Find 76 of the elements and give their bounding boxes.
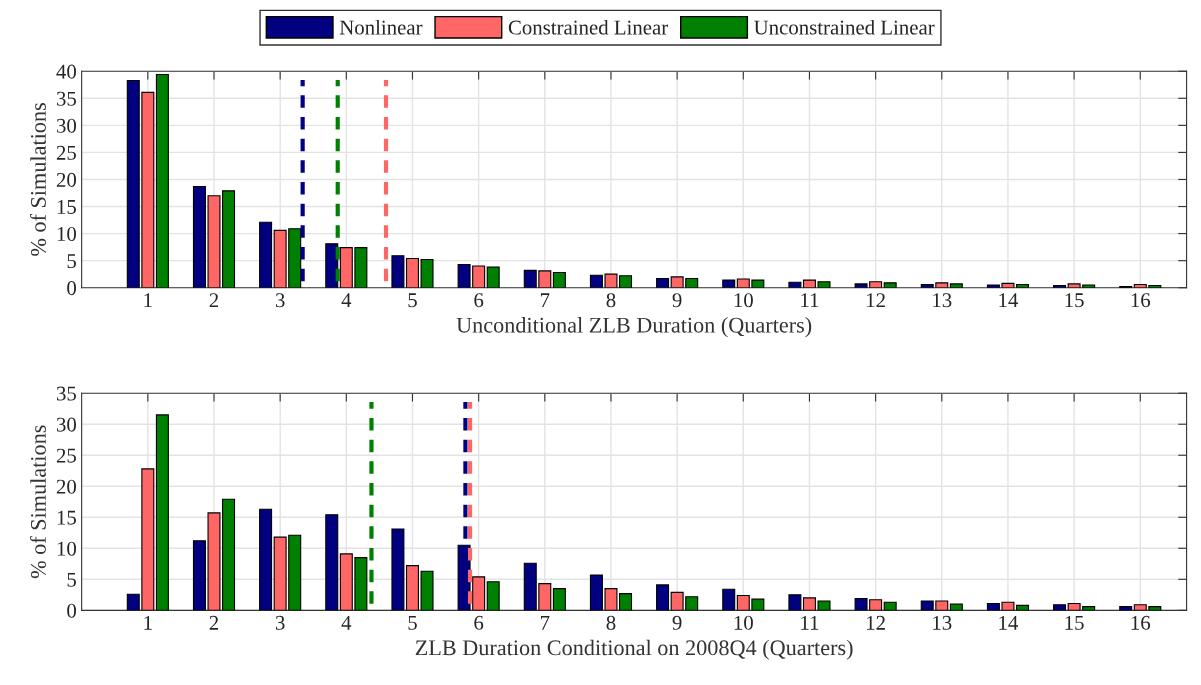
x-tick-label: 4	[341, 615, 352, 630]
y-axis-title: % of Simulations	[30, 425, 46, 579]
x-tick-label: 12	[867, 293, 885, 308]
legend-label: Nonlinear	[339, 19, 423, 35]
x-axis-title: ZLB Duration Conditional on 2008Q4 (Quarters)	[415, 639, 853, 660]
x-tick-label: 5	[408, 616, 417, 630]
bar	[1053, 604, 1067, 611]
y-tick-label: 20	[56, 479, 77, 494]
x-tick-label: 13	[933, 615, 952, 630]
y-tick-label: 35	[56, 91, 76, 106]
x-tick-label: 2	[209, 615, 219, 630]
x-tick-label: 3	[275, 615, 285, 630]
bar	[155, 414, 169, 611]
x-tick-label: 11	[801, 615, 819, 630]
x-tick-label: 5	[408, 293, 417, 308]
legend-label: Constrained Linear	[508, 19, 669, 35]
y-tick-label: 15	[57, 510, 76, 525]
x-tick-label: 11	[801, 293, 819, 308]
x-tick-label: 12	[867, 615, 885, 630]
y-tick-label: 5	[67, 254, 76, 269]
x-tick-label: 4	[341, 293, 352, 308]
x-tick-label: 3	[275, 293, 285, 308]
bar	[259, 221, 273, 288]
y-tick-label: 0	[67, 603, 77, 618]
bar	[1119, 606, 1133, 611]
x-tick-label: 16	[1131, 615, 1151, 630]
x-tick-label: 14	[999, 615, 1019, 630]
x-tick-label: 15	[1065, 293, 1084, 308]
x-tick-label: 13	[933, 293, 952, 308]
x-tick-label: 8	[606, 615, 616, 630]
x-tick-label: 6	[474, 293, 484, 308]
bar	[949, 283, 963, 288]
x-tick-label: 9	[672, 615, 682, 630]
x-tick-label: 14	[999, 293, 1019, 308]
x-tick-label: 1	[144, 293, 152, 308]
bar	[486, 581, 500, 611]
y-tick-label: 10	[57, 541, 77, 556]
y-tick-label: 30	[56, 118, 77, 133]
x-tick-label: 1	[144, 615, 152, 630]
bar	[883, 601, 897, 611]
x-tick-label: 15	[1065, 615, 1084, 630]
legend-label: Unconstrained Linear	[754, 19, 935, 35]
x-tick-label: 8	[606, 293, 616, 308]
bar	[722, 588, 736, 611]
y-tick-label: 20	[56, 172, 77, 187]
bar	[552, 588, 566, 611]
y-tick-label: 25	[56, 145, 76, 160]
bar	[722, 279, 736, 288]
bar	[486, 266, 500, 288]
y-tick-label: 5	[67, 572, 76, 587]
x-tick-label: 16	[1131, 293, 1151, 308]
y-tick-label: 25	[56, 448, 76, 463]
bar	[325, 514, 339, 611]
x-tick-label: 7	[540, 293, 550, 308]
y-tick-label: 40	[56, 64, 77, 79]
bar	[656, 584, 670, 611]
bar	[552, 271, 566, 288]
bar	[949, 603, 963, 611]
y-tick-label: 0	[67, 281, 77, 296]
y-tick-label: 30	[56, 417, 77, 432]
y-tick-label: 35	[56, 386, 76, 401]
bar	[259, 508, 273, 611]
bar	[155, 73, 169, 288]
bar	[325, 243, 339, 288]
x-tick-label: 10	[734, 615, 753, 630]
bar	[656, 277, 670, 288]
x-tick-label: 6	[474, 615, 484, 630]
x-tick-label: 7	[540, 616, 550, 630]
x-axis-title: Unconditional ZLB Duration (Quarters)	[456, 317, 812, 338]
y-axis-title: % of Simulations	[30, 103, 46, 256]
y-tick-label: 15	[57, 200, 76, 214]
x-tick-label: 9	[672, 293, 682, 308]
x-tick-label: 10	[734, 293, 753, 308]
x-tick-label: 2	[209, 293, 219, 308]
bar	[883, 282, 897, 288]
y-tick-label: 10	[57, 226, 77, 242]
